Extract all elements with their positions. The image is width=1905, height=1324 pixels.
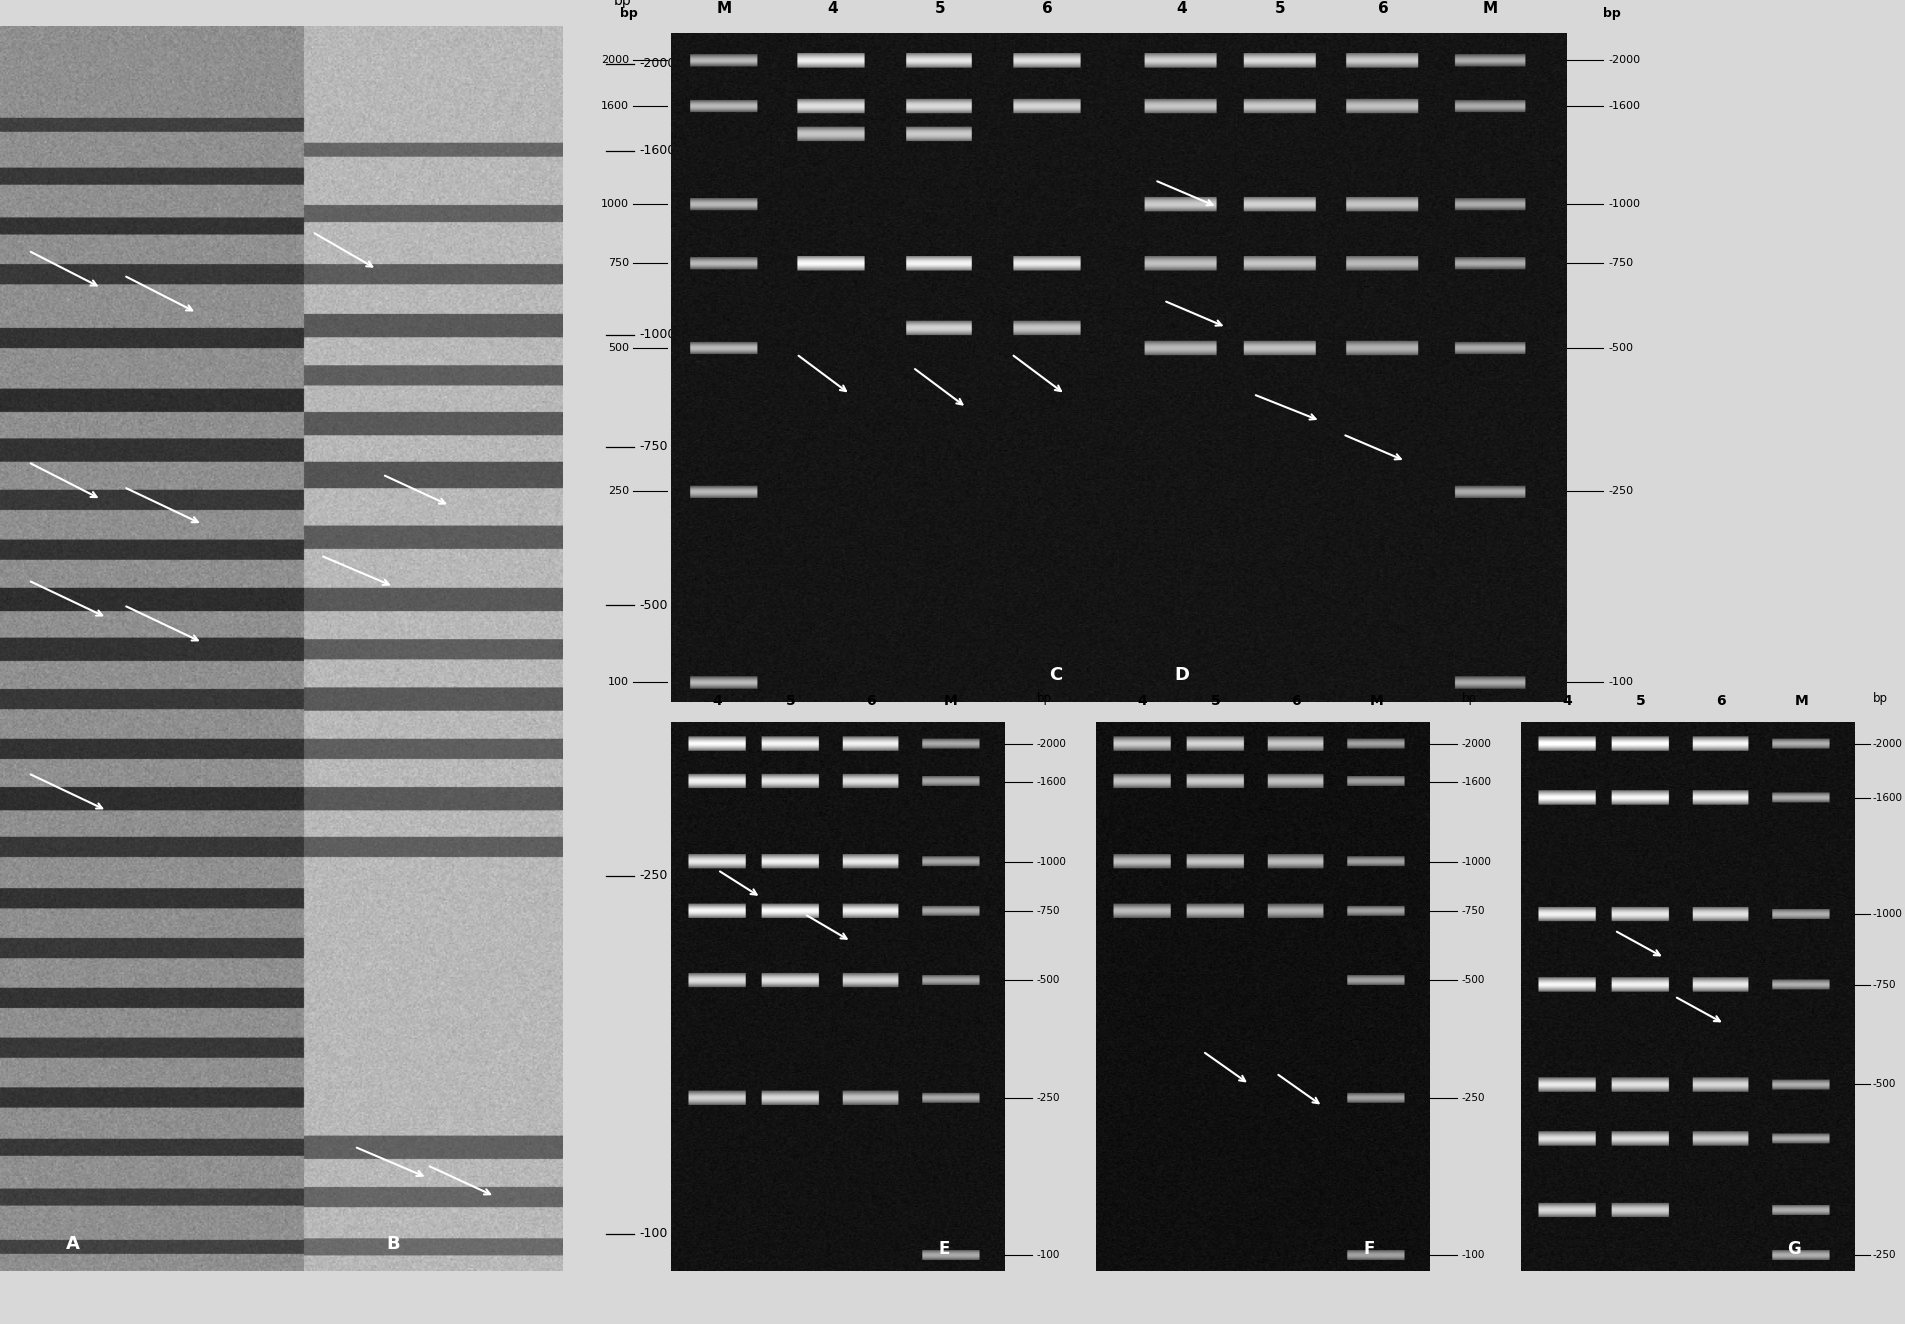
Text: 2000: 2000 bbox=[600, 54, 629, 65]
Text: F: F bbox=[1364, 1241, 1374, 1258]
Text: -100: -100 bbox=[1036, 1250, 1059, 1259]
Text: 750: 750 bbox=[608, 258, 629, 269]
Text: 100: 100 bbox=[608, 677, 629, 687]
Text: D: D bbox=[1173, 666, 1189, 685]
Text: -1000: -1000 bbox=[640, 328, 676, 342]
Text: 250: 250 bbox=[608, 486, 629, 496]
Text: 6: 6 bbox=[1290, 694, 1301, 708]
Text: -500: -500 bbox=[1871, 1079, 1895, 1090]
Text: bp: bp bbox=[1602, 7, 1621, 20]
Text: -750: -750 bbox=[1871, 980, 1895, 989]
Text: bp: bp bbox=[1461, 692, 1476, 706]
Text: -1000: -1000 bbox=[1608, 199, 1640, 209]
Text: -2000: -2000 bbox=[1036, 739, 1065, 748]
Text: -1600: -1600 bbox=[640, 144, 676, 158]
Text: 4: 4 bbox=[1562, 694, 1572, 708]
Text: -2000: -2000 bbox=[1608, 54, 1640, 65]
Text: 4: 4 bbox=[1175, 1, 1187, 16]
Text: 5: 5 bbox=[1634, 694, 1646, 708]
Text: -100: -100 bbox=[1608, 677, 1633, 687]
Text: G: G bbox=[1787, 1241, 1800, 1258]
Text: 500: 500 bbox=[608, 343, 629, 352]
Text: bp: bp bbox=[1036, 692, 1052, 706]
Text: bp: bp bbox=[1871, 692, 1886, 706]
Text: -1000: -1000 bbox=[1036, 857, 1065, 867]
Text: -2000: -2000 bbox=[640, 57, 676, 70]
Text: M: M bbox=[1793, 694, 1808, 708]
Text: -1600: -1600 bbox=[1461, 777, 1492, 786]
Text: 6: 6 bbox=[1714, 694, 1726, 708]
Text: C: C bbox=[1050, 666, 1063, 685]
Text: E: E bbox=[939, 1241, 949, 1258]
Text: bp: bp bbox=[613, 0, 632, 8]
Text: -1000: -1000 bbox=[1871, 908, 1901, 919]
Text: 6: 6 bbox=[865, 694, 876, 708]
Text: -750: -750 bbox=[1036, 906, 1059, 916]
Text: -2000: -2000 bbox=[1871, 739, 1901, 748]
Text: 4: 4 bbox=[712, 694, 722, 708]
Text: M: M bbox=[716, 1, 732, 16]
Text: A: A bbox=[67, 1235, 80, 1253]
Text: -500: -500 bbox=[1608, 343, 1633, 352]
Text: -100: -100 bbox=[1461, 1250, 1484, 1259]
Text: -500: -500 bbox=[1461, 974, 1484, 985]
Text: -750: -750 bbox=[640, 441, 669, 453]
Text: -100: -100 bbox=[640, 1227, 667, 1241]
Text: 5: 5 bbox=[933, 1, 945, 16]
Text: 5: 5 bbox=[785, 694, 796, 708]
Text: -500: -500 bbox=[640, 598, 669, 612]
Text: -1600: -1600 bbox=[1036, 777, 1067, 786]
Text: -1000: -1000 bbox=[1461, 857, 1490, 867]
Text: -250: -250 bbox=[1036, 1094, 1059, 1103]
Text: 1000: 1000 bbox=[600, 199, 629, 209]
Text: -500: -500 bbox=[1036, 974, 1059, 985]
Text: M: M bbox=[943, 694, 958, 708]
Text: 4: 4 bbox=[1137, 694, 1147, 708]
Text: -250: -250 bbox=[1608, 486, 1633, 496]
Text: 6: 6 bbox=[1377, 1, 1387, 16]
Text: -2000: -2000 bbox=[1461, 739, 1490, 748]
Text: 5: 5 bbox=[1274, 1, 1284, 16]
Text: -1600: -1600 bbox=[1608, 101, 1640, 111]
Text: 1600: 1600 bbox=[600, 101, 629, 111]
Text: M: M bbox=[1368, 694, 1383, 708]
Text: -250: -250 bbox=[640, 870, 667, 882]
Text: 6: 6 bbox=[1042, 1, 1052, 16]
Text: -750: -750 bbox=[1461, 906, 1484, 916]
Text: bp: bp bbox=[619, 7, 638, 20]
Text: M: M bbox=[1482, 1, 1497, 16]
Text: 4: 4 bbox=[827, 1, 836, 16]
Text: B: B bbox=[387, 1235, 400, 1253]
Text: 5: 5 bbox=[1210, 694, 1221, 708]
Text: -1600: -1600 bbox=[1871, 793, 1901, 804]
Text: -250: -250 bbox=[1871, 1250, 1895, 1259]
Text: -250: -250 bbox=[1461, 1094, 1484, 1103]
Text: -750: -750 bbox=[1608, 258, 1633, 269]
